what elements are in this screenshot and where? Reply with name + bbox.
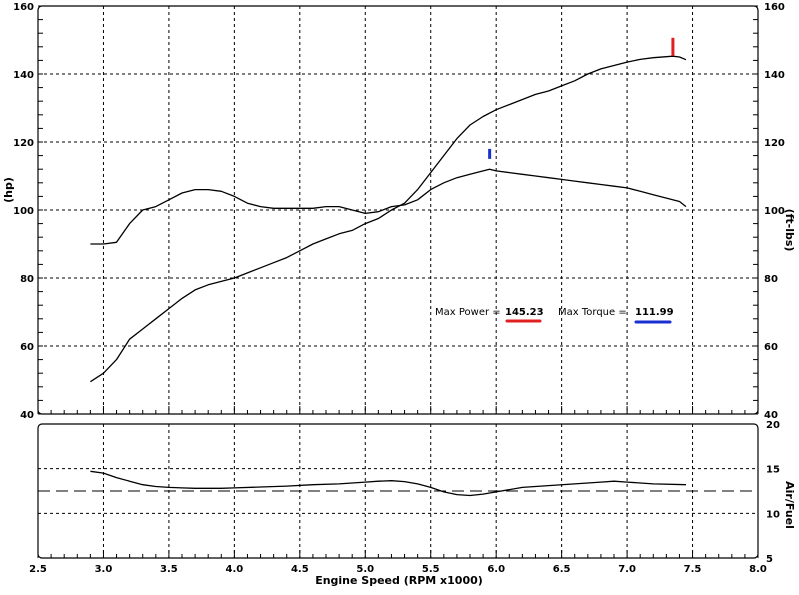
- left-y-tick-label: 40: [20, 410, 34, 421]
- x-tick-label: 5.0: [356, 564, 374, 575]
- afr-curve: [90, 470, 687, 497]
- x-tick-label: 5.5: [422, 564, 440, 575]
- max-torque-value: 111.99: [635, 307, 674, 318]
- afr-y-tick-label: 20: [766, 420, 780, 431]
- right-y-tick-label: 40: [764, 410, 778, 421]
- x-tick-label: 6.5: [553, 564, 571, 575]
- x-tick-labels: 2.5 3.0 3.5 4.0 4.5 5.0 5.5 6.0 6.5 7.0 7.5 8.0: [29, 564, 767, 575]
- left-y-tick-label: 120: [13, 138, 34, 149]
- x-tick-label: 2.5: [29, 564, 47, 575]
- afr-y-tick-label: 15: [766, 465, 780, 476]
- left-y-tick-label: 160: [13, 2, 34, 13]
- max-torque-label: Max Torque =: [558, 307, 627, 318]
- x-tick-label: 6.0: [487, 564, 505, 575]
- left-y-tick-label: 80: [20, 274, 34, 285]
- x-tick-label: 3.5: [160, 564, 178, 575]
- x-tick-label: 8.0: [749, 564, 767, 575]
- peak-annotations: Max Power = 145.23 Max Torque = 111.99: [435, 307, 674, 318]
- x-tick-label: 4.5: [291, 564, 309, 575]
- x-tick-label: 3.0: [95, 564, 113, 575]
- max-power-label: Max Power =: [435, 307, 501, 318]
- right-y-tick-label: 160: [764, 2, 785, 13]
- right-y-tick-label: 100: [764, 206, 785, 217]
- left-y-tick-label: 140: [13, 70, 34, 81]
- right-y-tick-label: 140: [764, 70, 785, 81]
- x-tick-label: 4.0: [226, 564, 244, 575]
- x-axis-title: Engine Speed (RPM x1000): [315, 574, 483, 587]
- power-curve: [90, 55, 687, 383]
- air-fuel-panel: 5 10 15 20: [37, 420, 780, 565]
- x-tick-label: 7.0: [618, 564, 636, 575]
- right-axis-title: (ft-lbs): [783, 209, 796, 252]
- right-y-tick-label: 120: [764, 138, 785, 149]
- afr-y-tick-label: 10: [766, 509, 780, 520]
- right-y-tick-label: 80: [764, 274, 778, 285]
- left-y-tick-label: 60: [20, 342, 34, 353]
- power-torque-panel: 40 60 80 100 120 140 160 40 60 80 100 120 140 160: [13, 2, 785, 421]
- x-tick-label: 7.5: [684, 564, 702, 575]
- afr-axis-title: Air/Fuel: [783, 481, 796, 529]
- right-y-tick-label: 60: [764, 342, 778, 353]
- left-y-tick-label: 100: [13, 206, 34, 217]
- left-axis-title: (hp): [2, 177, 15, 203]
- afr-y-tick-label: 5: [766, 554, 773, 565]
- max-power-value: 145.23: [505, 307, 544, 318]
- torque-curve: [90, 168, 687, 245]
